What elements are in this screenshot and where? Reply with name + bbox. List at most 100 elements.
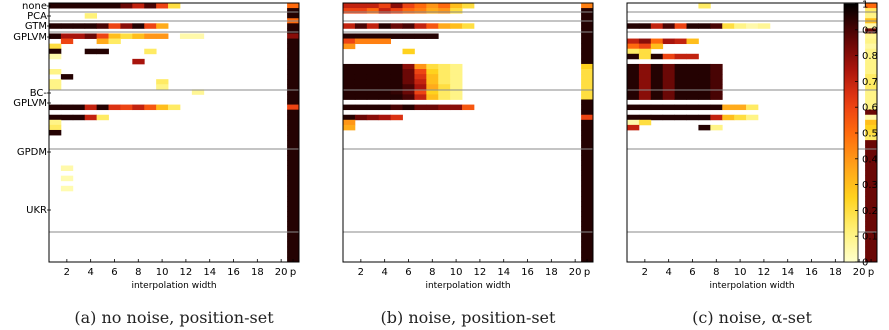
heatmap-cell: [627, 43, 640, 50]
p-column-cell: [287, 155, 300, 161]
heatmap-cell: [438, 63, 451, 70]
p-column-cell: [287, 216, 300, 222]
heatmap-cell: [354, 63, 368, 70]
heatmap-cell: [650, 53, 664, 60]
p-column-cell: [287, 180, 300, 187]
heatmap-cell: [390, 3, 403, 9]
heatmap-cell: [343, 69, 356, 75]
heatmap-cell: [402, 48, 415, 55]
p-column-cell: [287, 246, 300, 253]
heatmap-cell: [674, 114, 687, 121]
p-column-cell: [581, 58, 594, 65]
x-tick-label: 14: [497, 267, 510, 278]
heatmap-cell: [438, 84, 451, 90]
x-tick-label: 8: [429, 267, 435, 278]
x-tick-label: 14: [781, 267, 794, 278]
heatmap-cell: [49, 84, 62, 90]
p-column-cell: [865, 140, 878, 146]
heatmap-cell: [638, 69, 652, 75]
heatmap-cell: [698, 104, 711, 111]
heatmap-cell: [674, 38, 687, 45]
p-column-cell: [287, 135, 300, 141]
row-label: none: [22, 1, 47, 12]
heatmap-cell: [144, 104, 157, 111]
heatmap-cell: [650, 63, 664, 70]
heatmap-cell: [426, 23, 439, 29]
heatmap-cell: [49, 104, 62, 111]
p-column-cell: [865, 53, 878, 60]
p-column-cell: [581, 69, 594, 75]
p-column-cell: [581, 170, 594, 177]
p-column-cell: [865, 216, 878, 222]
heatmap-cell: [710, 79, 723, 85]
heatmap-cell: [650, 38, 664, 45]
heatmap-cell: [414, 74, 427, 80]
heatmap-cell: [390, 69, 403, 75]
p-column-cell: [287, 109, 300, 116]
heatmap-cell: [414, 84, 427, 90]
p-column-cell: [287, 236, 300, 243]
heatmap-cell: [354, 114, 368, 121]
p-column-cell: [581, 221, 594, 227]
p-column-cell: [287, 94, 300, 100]
heatmap-cell: [96, 114, 109, 121]
heatmap-cell: [650, 79, 664, 85]
p-column-cell: [865, 145, 878, 151]
p-column-cell: [581, 150, 594, 156]
heatmap-cell: [698, 23, 711, 29]
heatmap-cell: [686, 38, 699, 45]
p-column-cell: [287, 201, 300, 207]
p-column-cell: [865, 58, 878, 65]
x-tick-label: 18: [829, 267, 842, 278]
heatmap-cell: [354, 79, 368, 85]
p-column-cell: [581, 241, 594, 248]
heatmap-cell: [378, 84, 392, 90]
heatmap-cell: [438, 79, 451, 85]
p-column-cell: [865, 89, 878, 95]
p-column-cell: [865, 206, 878, 212]
p-column-cell: [581, 53, 594, 60]
p-column-cell: [581, 185, 594, 192]
heatmap-cell: [662, 89, 676, 95]
x-tick-label: 4: [665, 267, 671, 278]
colorbar-tick-label: 0.7: [862, 77, 878, 88]
heatmap-cell: [366, 84, 380, 90]
p-column-cell: [287, 23, 300, 29]
heatmap-cell: [662, 84, 676, 90]
heatmap-cell: [662, 114, 676, 121]
heatmap-cell: [674, 104, 687, 111]
p-column-cell: [287, 89, 300, 95]
heatmap-cell: [627, 48, 640, 55]
p-column-cell: [287, 63, 300, 70]
heatmap-cell: [378, 69, 392, 75]
heatmap-cell: [366, 23, 380, 29]
p-column-cell: [865, 135, 878, 141]
p-column-cell: [581, 28, 594, 34]
heatmap-cell: [662, 53, 676, 60]
p-column-cell: [581, 160, 594, 166]
heatmap-cell: [108, 23, 121, 29]
p-column-cell: [865, 33, 878, 39]
p-column-cell: [581, 246, 594, 253]
p-column-cell: [287, 226, 300, 232]
heatmap-cell: [366, 94, 380, 100]
heatmap-cell: [674, 89, 687, 95]
p-column-cell: [865, 69, 878, 75]
p-column-cell: [287, 43, 300, 50]
heatmap-cell: [450, 63, 463, 70]
p-column-cell: [287, 165, 300, 171]
heatmap-cell: [366, 74, 380, 80]
heatmap-cell: [698, 63, 711, 70]
heatmap-cell: [722, 104, 735, 111]
heatmap-cell: [378, 114, 392, 121]
heatmap-cell: [627, 89, 640, 95]
row-label: UKR: [26, 205, 47, 216]
p-column-cell: [865, 38, 878, 45]
heatmap-cell: [426, 89, 439, 95]
heatmap-cell: [343, 114, 356, 121]
p-column-cell: [581, 216, 594, 222]
p-column-cell: [287, 8, 300, 14]
p-column-cell: [287, 48, 300, 55]
